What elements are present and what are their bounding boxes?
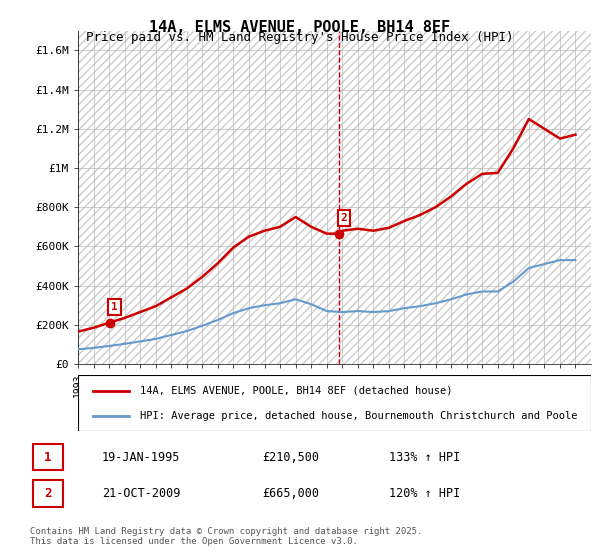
Text: 1: 1 xyxy=(44,451,52,464)
Text: 2: 2 xyxy=(340,213,347,223)
Text: 133% ↑ HPI: 133% ↑ HPI xyxy=(389,451,460,464)
Text: HPI: Average price, detached house, Bournemouth Christchurch and Poole: HPI: Average price, detached house, Bour… xyxy=(140,410,577,421)
FancyBboxPatch shape xyxy=(33,480,63,507)
Text: 2: 2 xyxy=(44,487,52,500)
Text: 19-JAN-1995: 19-JAN-1995 xyxy=(102,451,180,464)
Text: 14A, ELMS AVENUE, POOLE, BH14 8EF (detached house): 14A, ELMS AVENUE, POOLE, BH14 8EF (detac… xyxy=(140,386,452,396)
Text: 14A, ELMS AVENUE, POOLE, BH14 8EF: 14A, ELMS AVENUE, POOLE, BH14 8EF xyxy=(149,20,451,35)
Text: 1: 1 xyxy=(111,302,118,312)
FancyBboxPatch shape xyxy=(78,375,591,431)
Text: Price paid vs. HM Land Registry's House Price Index (HPI): Price paid vs. HM Land Registry's House … xyxy=(86,31,514,44)
Text: 21-OCT-2009: 21-OCT-2009 xyxy=(102,487,180,500)
Text: £665,000: £665,000 xyxy=(262,487,319,500)
Text: 120% ↑ HPI: 120% ↑ HPI xyxy=(389,487,460,500)
FancyBboxPatch shape xyxy=(33,444,63,470)
Text: Contains HM Land Registry data © Crown copyright and database right 2025.
This d: Contains HM Land Registry data © Crown c… xyxy=(30,526,422,546)
Text: £210,500: £210,500 xyxy=(262,451,319,464)
